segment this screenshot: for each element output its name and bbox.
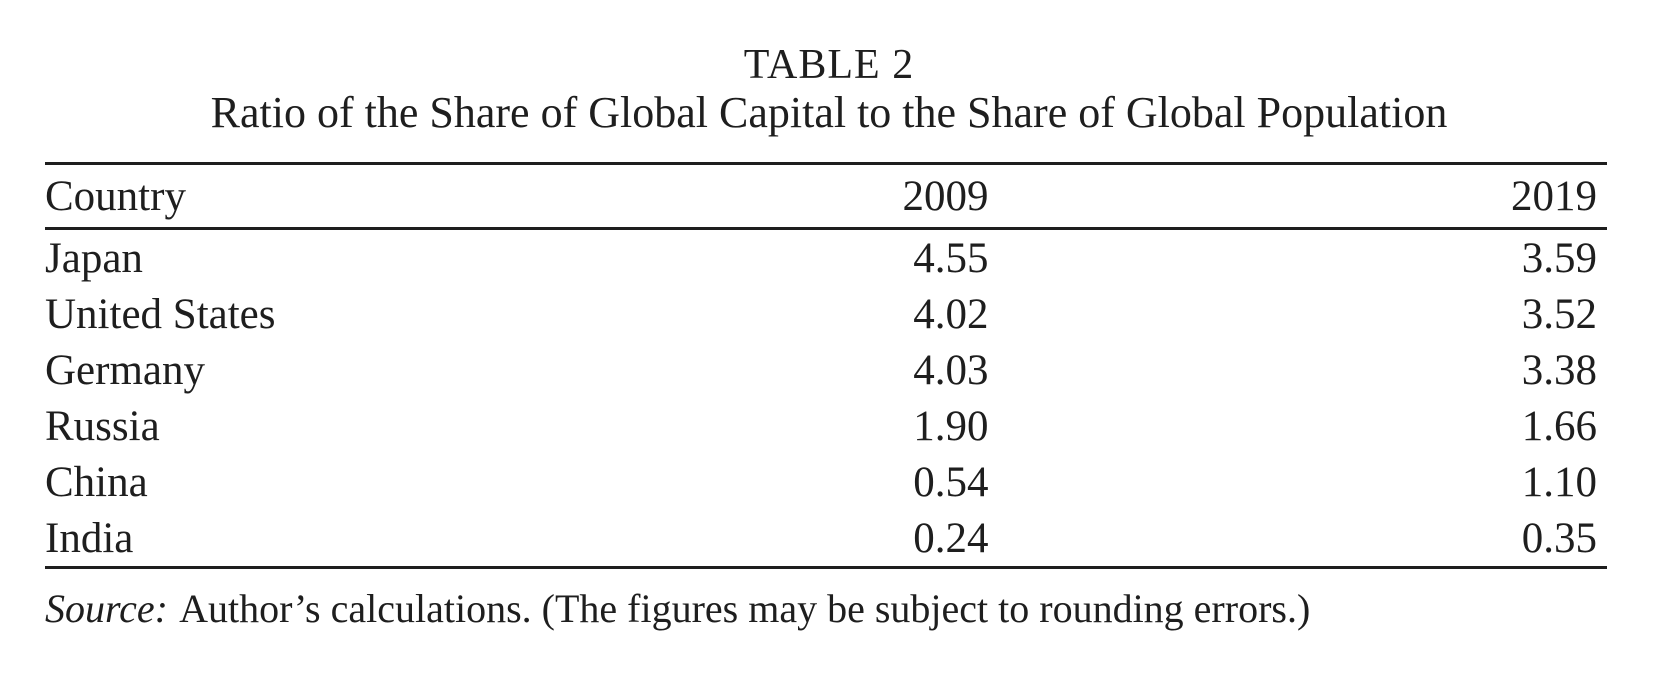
- value-2019-cell: 1.66: [1521, 402, 1597, 450]
- table-row: Russia 1.90 1.66: [45, 398, 1607, 454]
- table-row: Germany 4.03 3.38: [45, 342, 1607, 398]
- country-cell: United States: [45, 290, 276, 338]
- value-2019-cell: 3.59: [1521, 234, 1597, 282]
- country-cell: Japan: [45, 234, 143, 282]
- source-note-text: Author’s calculations. (The figures may …: [179, 586, 1311, 631]
- value-2009-cell: 0.24: [913, 514, 989, 562]
- column-header-2019: 2019: [1511, 172, 1597, 220]
- value-2019-cell: 3.52: [1521, 290, 1597, 338]
- table-row: Japan 4.55 3.59: [45, 229, 1607, 287]
- table-title: Ratio of the Share of Global Capital to …: [210, 88, 1448, 137]
- country-cell: India: [45, 514, 134, 562]
- value-2009-cell: 4.02: [913, 290, 989, 338]
- table-sheet: Country 2009 2019 Japan 4.55 3.59 United…: [45, 162, 1607, 633]
- column-header-2009: 2009: [902, 172, 989, 220]
- ratio-table: Country 2009 2019 Japan 4.55 3.59 United…: [45, 162, 1607, 569]
- value-2009-cell: 4.55: [913, 234, 989, 282]
- country-cell: Germany: [45, 346, 205, 394]
- column-header-country: Country: [45, 172, 186, 220]
- value-2019-cell: 0.35: [1521, 514, 1597, 562]
- table-row: China 0.54 1.10: [45, 454, 1607, 510]
- table-label: TABLE 2: [743, 42, 915, 88]
- country-cell: China: [45, 458, 148, 506]
- value-2009-cell: 1.90: [913, 402, 989, 450]
- source-note: Source: Author’s calculations. (The figur…: [45, 585, 1607, 633]
- value-2019-cell: 3.38: [1521, 346, 1597, 394]
- table-row: India 0.24 0.35: [45, 510, 1607, 568]
- value-2009-cell: 4.03: [913, 346, 989, 394]
- country-cell: Russia: [45, 402, 160, 450]
- value-2019-cell: 1.10: [1521, 458, 1597, 506]
- table-row: United States 4.02 3.52: [45, 286, 1607, 342]
- header-row: Country 2009 2019: [45, 164, 1607, 229]
- value-2009-cell: 0.54: [913, 458, 989, 506]
- source-note-label: Source:: [45, 586, 168, 631]
